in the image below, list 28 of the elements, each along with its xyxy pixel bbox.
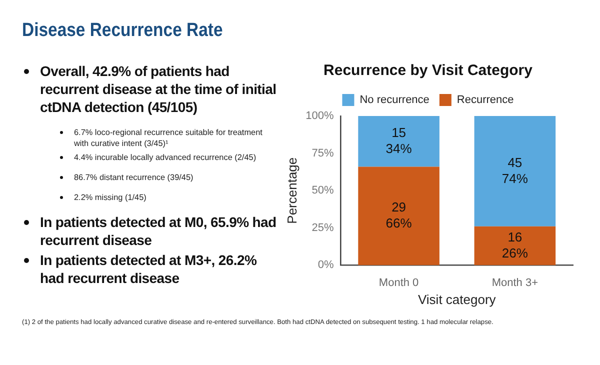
text: Overall, 42.9% of patients had recurrent disease at the time of initial ctDNA detection (45/105): [40, 62, 278, 116]
x-tick-label: Month 0: [378, 276, 419, 289]
legend-label: Recurrence: [456, 94, 514, 106]
y-tick-label: 75%: [312, 147, 334, 160]
text: 4.4% incurable locally advanced recurrence (2/45): [74, 152, 258, 163]
bar: [358, 116, 440, 167]
y-tick-label: 0%: [318, 259, 334, 272]
text: 2.2% missing (1/45): [74, 192, 148, 203]
y-axis-title: Percentage: [284, 157, 300, 224]
bar: [358, 166, 440, 266]
text: 6.7% loco-regional recurrence suitable for treatment with curative intent (3/45)¹: [74, 127, 264, 149]
data-label: 15 34%: [386, 124, 412, 156]
data-label: 45 74%: [502, 154, 528, 186]
text: Disease Recurrence Rate: [22, 20, 223, 42]
data-label: 16 26%: [502, 229, 528, 260]
y-tick-label: 100%: [306, 110, 334, 122]
y-tick-label: 25%: [312, 222, 334, 234]
data-label: 29 66%: [386, 200, 412, 231]
bar: [474, 226, 556, 266]
legend-label: No recurrence: [360, 94, 430, 106]
text: In patients detected at M0, 65.9% had recurrent disease: [40, 213, 278, 249]
chart-title: Recurrence by Visit Category: [324, 62, 534, 80]
text: 86.7% distant recurrence (39/45): [74, 172, 194, 183]
text: In patients detected at M3+, 26.2% had recurrent disease: [40, 251, 258, 287]
x-axis-title: Visit category: [418, 292, 496, 307]
bar: [474, 116, 556, 226]
x-tick-label: Month 3+: [492, 276, 538, 289]
y-tick-label: 50%: [312, 184, 334, 197]
